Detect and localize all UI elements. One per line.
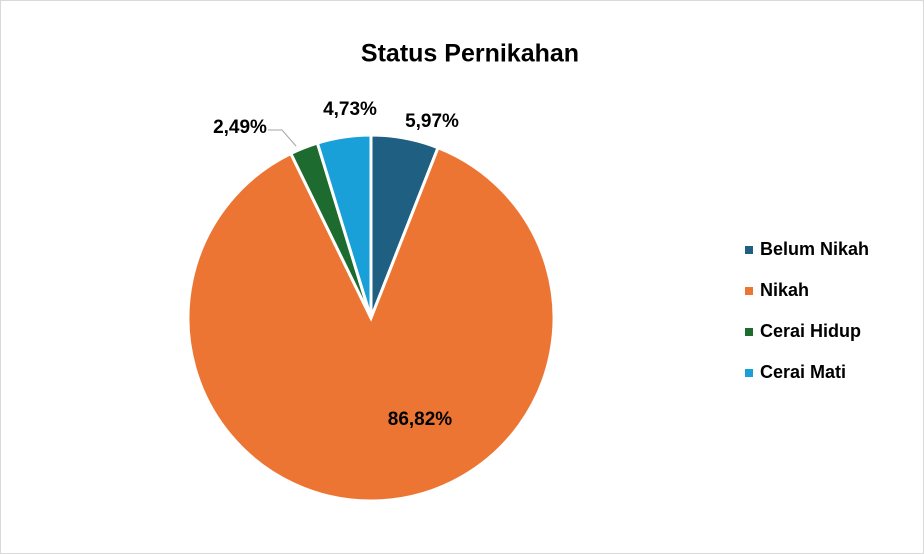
data-label: 2,49% [213,117,267,138]
legend-label: Belum Nikah [760,239,869,259]
legend-marker [745,369,753,377]
legend-marker [745,246,753,254]
legend-label: Nikah [760,280,809,300]
data-label: 4,73% [323,99,377,120]
legend-marker [745,287,753,295]
leader-line [268,129,297,147]
legend-label: Cerai Mati [760,362,846,382]
data-label: 5,97% [405,111,459,132]
legend-label: Cerai Hidup [760,321,861,341]
data-label: 86,82% [388,409,453,430]
chart-title: Status Pernikahan [361,40,579,68]
pie-slice [186,145,556,503]
legend-marker [745,328,753,336]
pie-slice [315,133,373,319]
